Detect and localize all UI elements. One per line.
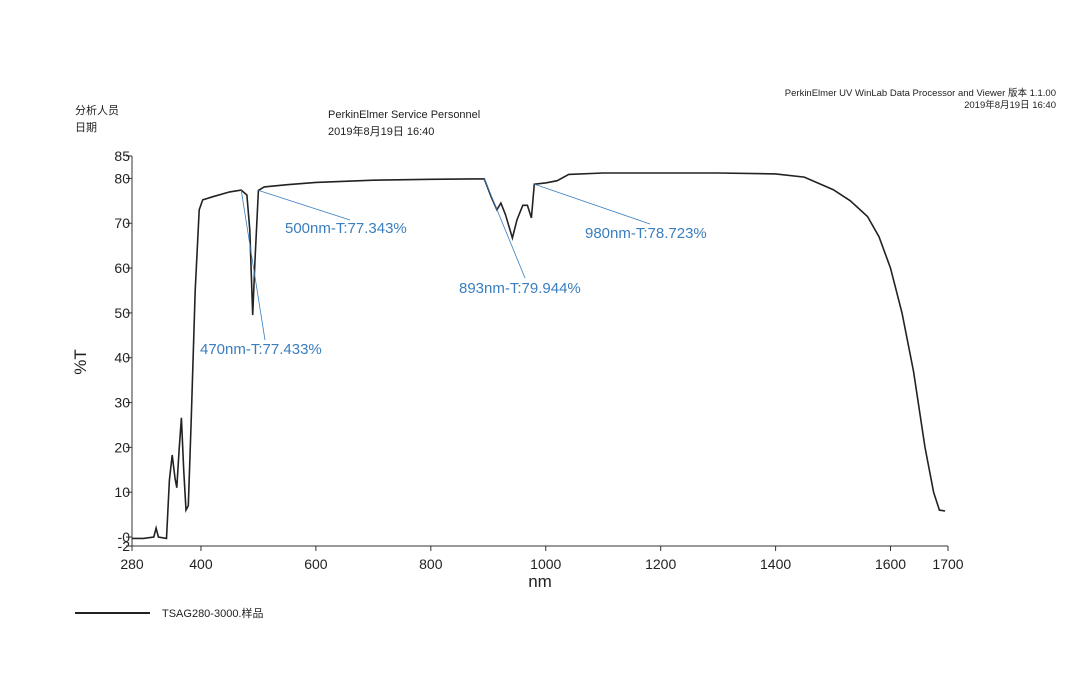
y-axis-label: %T	[71, 349, 90, 375]
x-tick-label: 280	[120, 556, 144, 572]
x-tick-label: 400	[189, 556, 213, 572]
x-tick-label: 600	[304, 556, 328, 572]
y-tick-label: 10	[114, 484, 130, 500]
y-tick-label: -0	[118, 529, 131, 545]
y-tick-label: 40	[114, 350, 130, 366]
print-date: 2019年8月19日 16:40	[964, 99, 1056, 111]
annotation-leader	[534, 183, 651, 225]
analyst-label: 分析人员	[75, 103, 119, 117]
legend-label: TSAG280-3000.样品	[162, 606, 264, 620]
y-tick-label: 20	[114, 439, 130, 455]
y-tick-label: 30	[114, 395, 130, 411]
annotation-label: 500nm-T:77.343%	[285, 220, 407, 237]
annotation-leader	[240, 189, 266, 341]
y-tick-label: 70	[114, 215, 130, 231]
x-tick-label: 1200	[645, 556, 676, 572]
x-tick-label: 1400	[760, 556, 791, 572]
annotation-label: 980nm-T:78.723%	[585, 225, 707, 242]
x-tick-label: 1000	[530, 556, 561, 572]
y-tick-label: 60	[114, 260, 130, 276]
date: 2019年8月19日 16:40	[328, 124, 434, 138]
y-tick-label: 85	[114, 148, 130, 164]
annotation-label: 470nm-T:77.433%	[200, 341, 322, 358]
y-tick-label: -2	[118, 538, 131, 554]
annotation-label: 893nm-T:79.944%	[459, 280, 581, 297]
x-tick-label: 1700	[932, 556, 963, 572]
x-tick-label: 800	[419, 556, 443, 572]
annotation-leader	[258, 189, 351, 221]
y-tick-label: 80	[114, 170, 130, 186]
date-label: 日期	[75, 121, 97, 134]
x-axis-label: nm	[528, 572, 552, 591]
annotation-leader	[483, 178, 526, 279]
y-tick-label: 50	[114, 305, 130, 321]
software: PerkinElmer UV WinLab Data Processor and…	[785, 87, 1056, 99]
data-line	[132, 172, 946, 540]
analyst: PerkinElmer Service Personnel	[328, 109, 480, 121]
x-tick-label: 1600	[875, 556, 906, 572]
